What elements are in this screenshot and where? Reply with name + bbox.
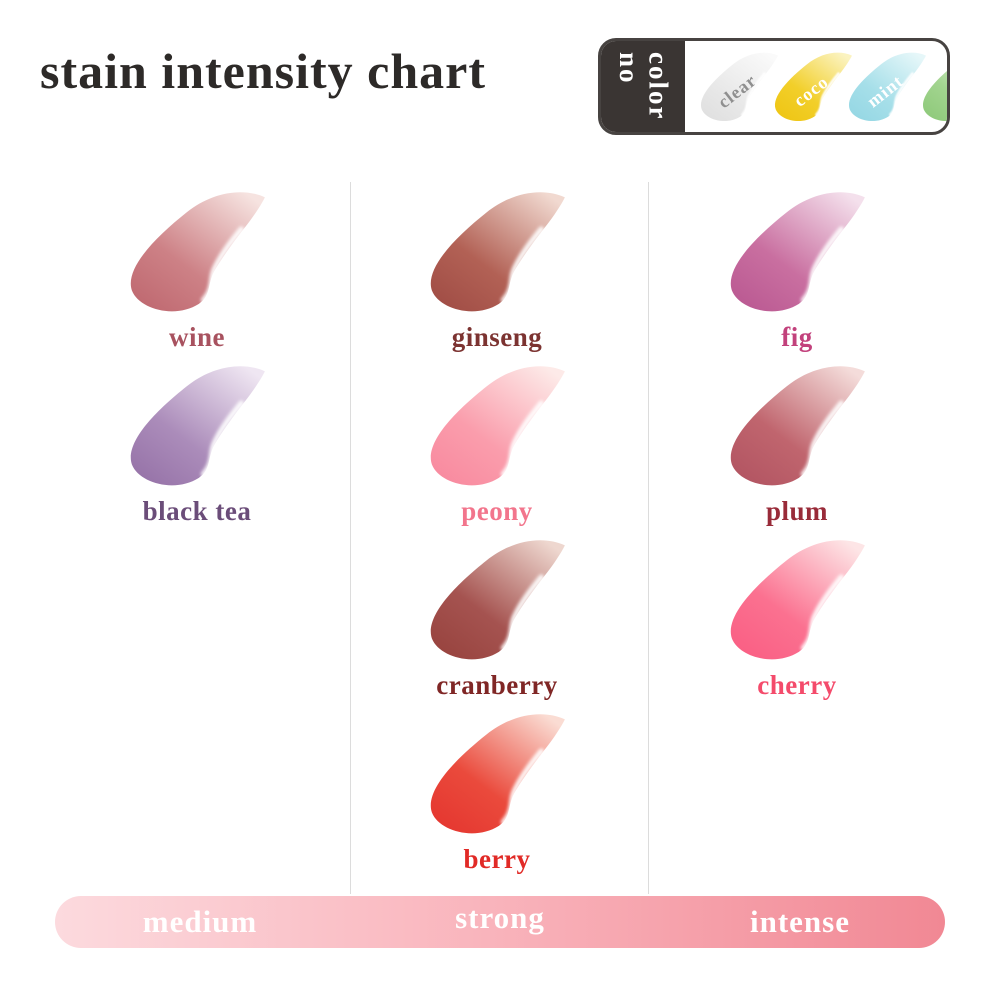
smear-body [774,52,852,121]
no-color-panel: no color [601,41,685,132]
smear-gloss-highlight [889,71,915,116]
no-color-label-line1: no [614,52,644,85]
smear-body [730,366,865,486]
smear-gloss-highlight [500,748,545,825]
lip-smear-swatch: ginseng [415,186,579,318]
smear-gloss-highlight-small [818,98,826,114]
intensity-bar: medium strong intense [55,896,945,948]
lip-smear-swatch: cranberry [415,534,579,666]
lip-smear-swatch: berry [415,708,579,840]
smear-body [430,192,565,312]
column-divider-right [648,182,649,894]
column-medium: wine wine black tea black tea [112,186,282,534]
swatch-label: cranberry [436,670,558,700]
smear-graphic [730,192,865,312]
smear-graphic [730,366,865,486]
smear-body [730,192,865,312]
legend-swatch-clear: clear [693,47,785,127]
lip-smear-swatch: plum [715,360,879,492]
smear-body [130,192,265,312]
smear-gloss-highlight [500,400,545,477]
smear-body [430,366,565,486]
smear-graphic [130,192,265,312]
smear-graphic [430,192,565,312]
smear-gloss-highlight-small [744,98,752,114]
no-color-label-line2: color [643,52,674,121]
column-intense: fig fig plum plum [712,186,882,708]
smear-graphic [774,52,852,121]
swatch-label: wine [169,322,225,352]
smear-graphic [130,366,265,486]
smear-body [730,540,865,660]
column-divider-left [350,182,351,894]
smear-graphic [923,70,947,121]
smear-gloss-highlight-small [506,446,519,473]
intensity-label-medium: medium [142,904,258,939]
smear-body [848,52,926,121]
smear-gloss-highlight [741,71,767,116]
smear-gloss-highlight-small [806,620,819,647]
intensity-label-intense: intense [750,904,850,939]
smear-gloss-highlight-small [506,272,519,299]
swatch-label: black tea [142,496,252,526]
swatch-label: ginseng [451,322,543,352]
swatch-wine: wine wine [112,186,282,360]
smear-gloss-highlight [200,400,245,477]
smear-body [430,714,565,834]
swatch-cranberry: cranberry cranberry [412,534,582,708]
smear-gloss-highlight [815,71,841,116]
smear-gloss-highlight-small [206,446,219,473]
smear-gloss-highlight [500,574,545,651]
swatch-ginseng: ginseng ginseng [412,186,582,360]
smear-graphic [430,366,565,486]
page-title: stain intensity chart [40,43,486,99]
smear-graphic [430,540,565,660]
smear-gloss-highlight [500,226,545,303]
smear-gloss-highlight [200,226,245,303]
swatch-cherry: cherry cherry [712,534,882,708]
lip-smear-swatch: fig [715,186,879,318]
smear-gloss-highlight [800,400,845,477]
legend-swatch-coco: coco [767,47,859,127]
smear-gloss-highlight-small [806,446,819,473]
smear-gloss-highlight-small [892,98,900,114]
swatch-label: cherry [757,670,837,700]
smear-graphic [430,714,565,834]
lip-smear-swatch: black tea [115,360,279,492]
legend-swatch-tea: tea [915,47,947,127]
smear-graphic [730,540,865,660]
column-strong: ginseng ginseng peony peony [412,186,582,882]
smear-gloss-highlight-small [506,620,519,647]
smear-gloss-highlight [800,574,845,651]
smear-body [430,540,565,660]
smear-gloss-highlight [800,226,845,303]
smear-gloss-highlight-small [506,794,519,821]
swatch-peony: peony peony [412,360,582,534]
smear-graphic [700,52,778,121]
swatch-label: peony [461,496,533,526]
swatch-label: berry [463,844,531,874]
smear-gloss-highlight-small [806,272,819,299]
swatch-label: fig [781,322,813,352]
no-color-label: no color [613,52,674,121]
no-color-swatches: clear coco [685,41,947,132]
swatch-black-tea: black tea black tea [112,360,282,534]
legend-swatch-mint: mint [841,47,933,127]
intensity-label-strong: strong [455,899,545,935]
swatch-fig: fig fig [712,186,882,360]
no-color-badge: no color clear [598,38,950,135]
swatch-label: plum [765,496,829,526]
lip-smear-swatch: peony [415,360,579,492]
smear-body [923,70,947,121]
lip-smear-swatch: cherry [715,534,879,666]
lip-smear-swatch: wine [115,186,279,318]
swatch-berry: berry berry [412,708,582,882]
swatch-plum: plum plum [712,360,882,534]
smear-body [700,52,778,121]
smear-gloss-highlight-small [206,272,219,299]
smear-body [130,366,265,486]
smear-graphic [848,52,926,121]
